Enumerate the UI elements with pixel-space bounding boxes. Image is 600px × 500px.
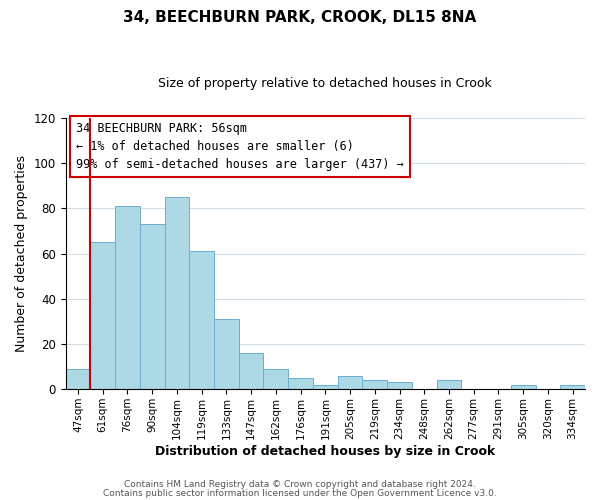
X-axis label: Distribution of detached houses by size in Crook: Distribution of detached houses by size … (155, 444, 496, 458)
Bar (214, 319, 239, 389)
Bar (560, 384, 585, 389)
Bar (164, 197, 190, 389)
Bar (338, 376, 362, 389)
Text: 34, BEECHBURN PARK, CROOK, DL15 8NA: 34, BEECHBURN PARK, CROOK, DL15 8NA (124, 10, 476, 25)
Bar (313, 384, 338, 389)
Text: Contains HM Land Registry data © Crown copyright and database right 2024.: Contains HM Land Registry data © Crown c… (124, 480, 476, 489)
Bar (239, 353, 263, 389)
Bar (115, 206, 140, 389)
Bar (362, 380, 387, 389)
Bar (387, 382, 412, 389)
Bar (288, 378, 313, 389)
Bar (91, 242, 115, 389)
Y-axis label: Number of detached properties: Number of detached properties (15, 155, 28, 352)
Title: Size of property relative to detached houses in Crook: Size of property relative to detached ho… (158, 78, 492, 90)
Bar (140, 224, 164, 389)
Bar (65, 369, 91, 389)
Bar (437, 380, 461, 389)
Bar (263, 369, 288, 389)
Bar (511, 384, 536, 389)
Text: Contains public sector information licensed under the Open Government Licence v3: Contains public sector information licen… (103, 489, 497, 498)
Text: 34 BEECHBURN PARK: 56sqm
← 1% of detached houses are smaller (6)
99% of semi-det: 34 BEECHBURN PARK: 56sqm ← 1% of detache… (76, 122, 404, 171)
Bar (190, 252, 214, 389)
